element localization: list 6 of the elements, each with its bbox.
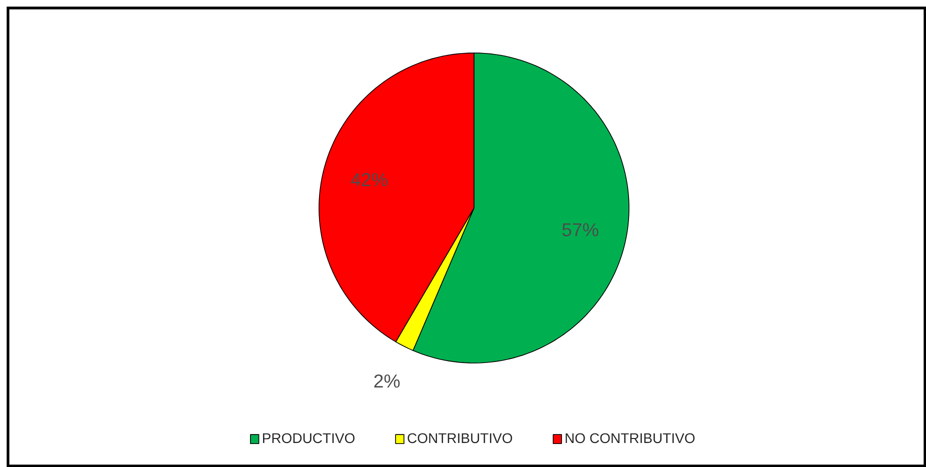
legend-label: PRODUCTIVO	[263, 433, 355, 444]
data-label: 2%	[374, 374, 400, 388]
legend-label: CONTRIBUTIVO	[408, 433, 512, 444]
data-label: 42%	[351, 173, 388, 186]
legend-label: NO CONTRIBUTIVO	[566, 433, 695, 444]
data-label: 57%	[562, 223, 598, 236]
